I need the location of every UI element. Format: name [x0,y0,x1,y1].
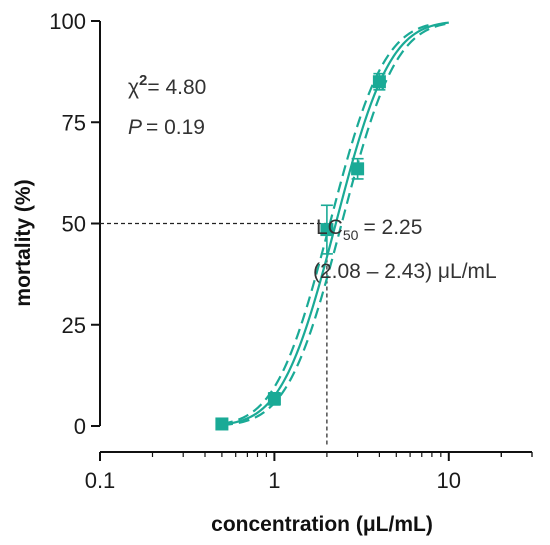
x-tick-label: 1 [268,468,280,493]
data-points [215,72,386,431]
chi-square-annotation: χ2= 4.80 [128,72,206,99]
p-symbol: P [128,116,142,139]
y-tick-label: 0 [74,414,86,439]
lc-value: = 2.25 [363,216,422,239]
p-value: = 0.19 [146,116,205,139]
data-point [215,417,229,431]
y-tick-label: 100 [49,9,86,34]
y-tick-label: 25 [62,313,86,338]
y-tick-label: 75 [62,110,86,135]
data-point [267,392,281,406]
p-value-annotation: P = 0.19 [128,116,205,139]
lc-subscript: 50 [343,227,359,243]
chi-exponent: 2 [139,72,147,89]
fit-curve [221,21,449,426]
reference-lines [100,222,328,446]
lc50-ci-annotation: (2.08 – 2.43) μL/mL [313,260,497,283]
data-point [372,75,386,89]
x-tick-label: 0.1 [85,468,116,493]
y-axis-label: mortality (%) [12,179,35,306]
x-axis-label: concentration (μL/mL) [211,513,433,536]
data-point [351,162,365,176]
ci-lower-curve [221,22,449,427]
lc50-annotation: LC50 = 2.25 [316,216,422,243]
lc-text: LC [316,216,343,239]
x-tick-label: 10 [437,468,461,493]
chi-symbol: χ [128,76,139,99]
chi-value: = 4.80 [147,76,206,99]
data-point [320,223,334,237]
y-tick-label: 50 [62,212,86,237]
axes: 0 25 50 75 100 0.1 1 10 [49,9,533,493]
